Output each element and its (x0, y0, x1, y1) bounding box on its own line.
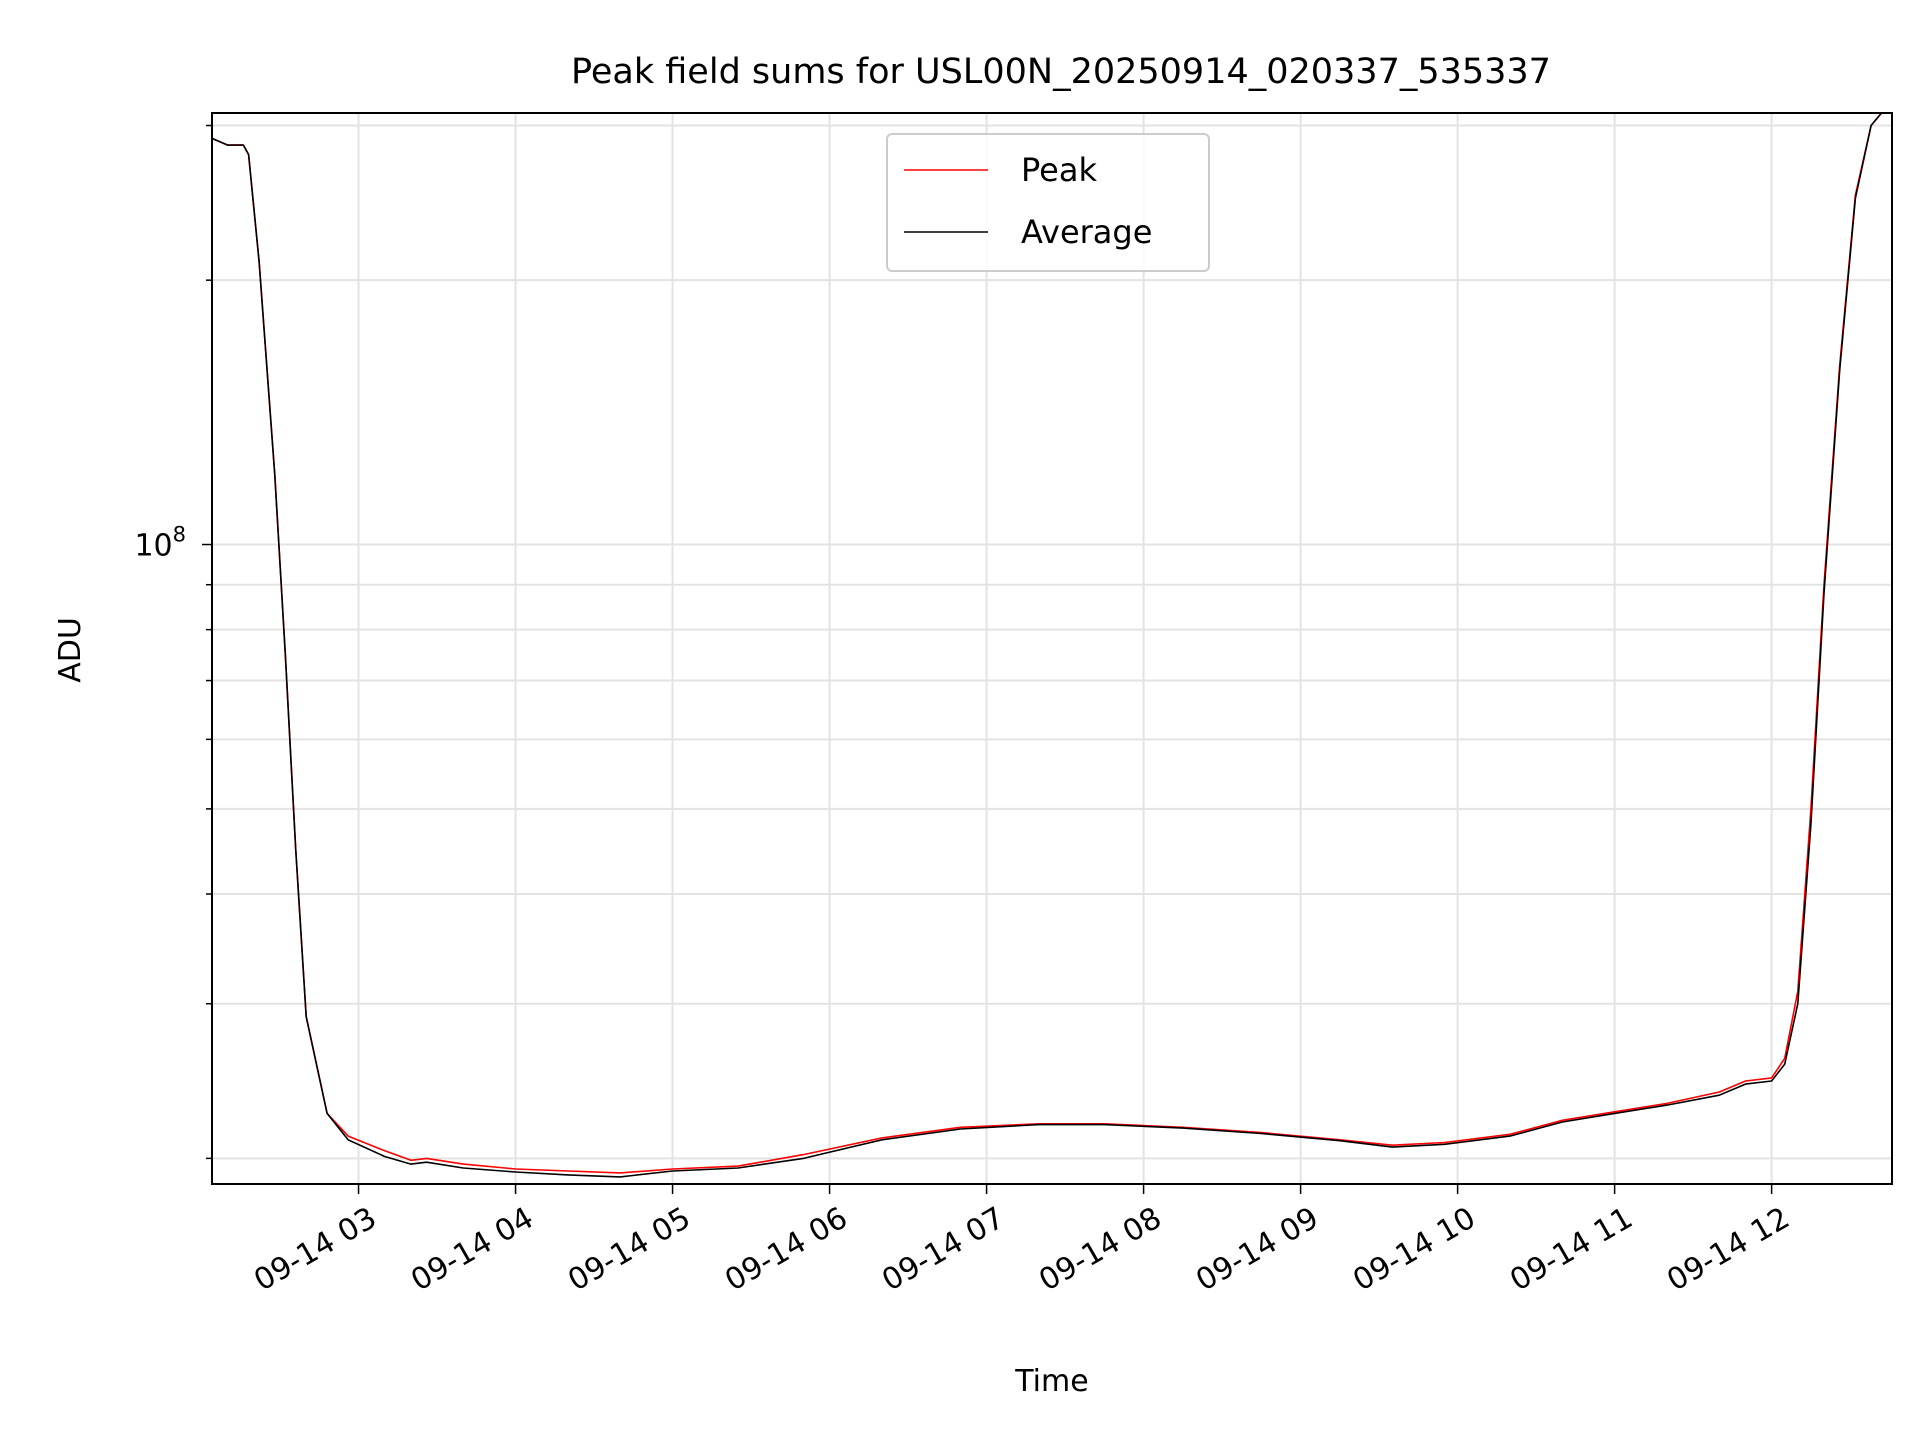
plot-area (212, 113, 1892, 1178)
series-layer (212, 113, 1892, 1178)
y-tick-label-exponent: 8 (173, 523, 186, 547)
chart-title: Peak field sums for USL00N_20250914_0203… (571, 52, 1551, 92)
y-axis-label: ADU (53, 617, 88, 683)
axes-frame (211, 112, 1893, 1185)
grid-lines (212, 113, 1892, 1184)
y-tick-label-base: 10 (134, 529, 172, 564)
series-line-average (212, 113, 1892, 1178)
legend-box (886, 133, 1210, 272)
legend-label-average: Average (1021, 213, 1152, 251)
legend: Peak Average (886, 133, 1210, 272)
x-axis-label: Time (1014, 1364, 1088, 1399)
y-tick-label: 108 (134, 523, 186, 564)
legend-label-peak: Peak (1021, 151, 1097, 189)
